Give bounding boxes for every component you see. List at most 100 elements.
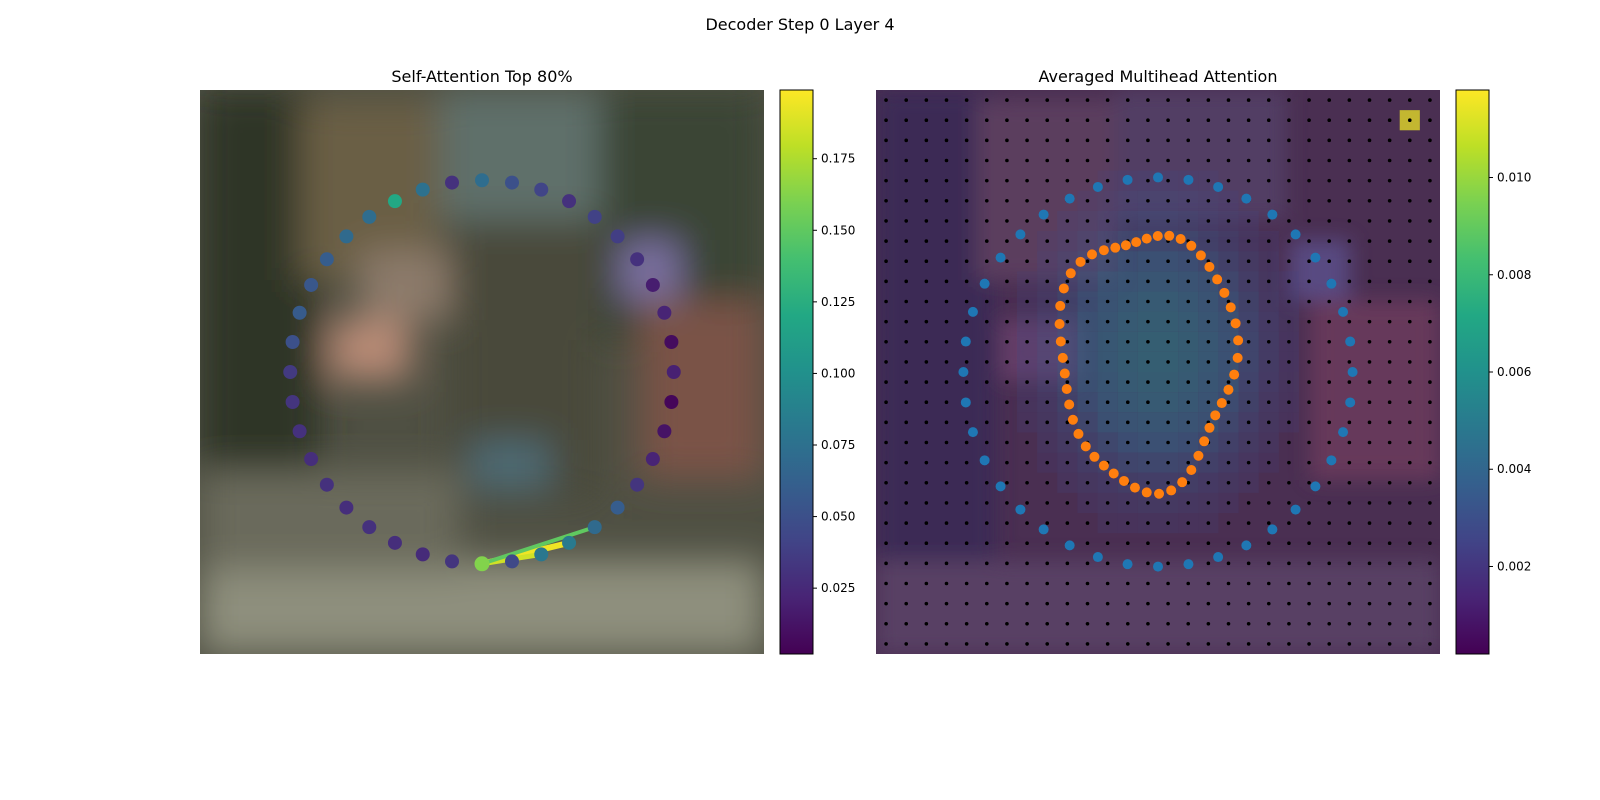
grid-dot	[1005, 360, 1009, 364]
orange-ring-point	[1065, 268, 1076, 279]
grid-dot	[1065, 460, 1070, 465]
grid-dot	[944, 158, 949, 163]
grid-dot	[1347, 501, 1352, 505]
grid-dot	[1347, 158, 1352, 163]
grid-dot	[1246, 158, 1251, 163]
grid-dot	[1387, 400, 1392, 405]
grid-dot	[1367, 460, 1372, 465]
grid-dot	[1146, 279, 1150, 284]
grid-dot	[1428, 380, 1432, 384]
grid-dot	[1387, 601, 1392, 606]
left-colorbar-ticks: 0.025 0.050 0.075 0.100 0.125 0.150 0.175	[813, 152, 855, 595]
grid-dot	[1166, 158, 1170, 163]
grid-dot	[944, 581, 949, 586]
ring-point	[645, 277, 660, 292]
grid-dot	[1246, 299, 1251, 304]
ring-point	[415, 547, 430, 562]
grid-dot	[1146, 541, 1150, 546]
grid-dot	[924, 420, 929, 425]
blue-ring-point	[979, 455, 990, 466]
grid-dot	[904, 541, 909, 546]
grid-dot	[1025, 98, 1029, 102]
grid-dot	[1327, 118, 1332, 123]
grid-dot	[1125, 521, 1130, 525]
grid-dot	[944, 460, 949, 465]
grid-dot	[944, 138, 949, 143]
grid-dot	[1226, 98, 1231, 102]
colorbar-tick-label: 0.002	[1497, 559, 1531, 573]
grid-dot	[1005, 480, 1009, 485]
grid-dot	[904, 158, 909, 163]
grid-dot	[1226, 420, 1231, 425]
grid-dot	[1186, 380, 1191, 384]
grid-dot	[1045, 339, 1050, 344]
grid-dot	[1206, 319, 1211, 324]
grid-dot	[1226, 601, 1231, 606]
grid-dot	[1186, 601, 1191, 606]
colorbar-tick-label: 0.100	[821, 366, 855, 380]
ring-point	[292, 305, 307, 320]
grid-dot	[1327, 501, 1332, 505]
grid-dot	[1307, 360, 1311, 364]
grid-dot	[1347, 480, 1352, 485]
grid-dot	[1407, 158, 1412, 163]
ring-point	[319, 477, 334, 492]
grid-dot	[1307, 581, 1311, 586]
grid-dot	[1246, 279, 1251, 284]
grid-dot	[1246, 521, 1251, 525]
grid-dot	[1327, 400, 1332, 405]
grid-dot	[1367, 178, 1372, 183]
grid-dot	[1125, 420, 1130, 425]
grid-dot	[1005, 501, 1009, 505]
grid-dot	[1327, 138, 1332, 143]
orange-ring-point	[1193, 450, 1204, 461]
grid-dot	[1367, 521, 1372, 525]
grid-dot	[1246, 239, 1251, 243]
grid-dot	[1005, 259, 1009, 264]
grid-dot	[1085, 521, 1090, 525]
grid-dot	[1226, 480, 1231, 485]
grid-dot	[1287, 339, 1291, 344]
grid-dot	[904, 299, 909, 304]
blue-ring-point	[1345, 397, 1356, 408]
grid-dot	[1025, 178, 1029, 183]
grid-dot	[1226, 339, 1231, 344]
ring-point	[283, 365, 298, 379]
grid-dot	[1166, 460, 1170, 465]
grid-dot	[1428, 460, 1432, 465]
grid-dot	[1266, 601, 1271, 606]
blue-ring-point	[1310, 481, 1321, 492]
grid-dot	[1166, 319, 1170, 324]
grid-dot	[1186, 621, 1191, 626]
ring-point	[664, 335, 679, 350]
grid-dot	[1005, 621, 1009, 626]
grid-dot	[1327, 178, 1332, 183]
grid-dot	[1407, 279, 1412, 284]
grid-dot	[1226, 642, 1231, 646]
grid-dot	[1347, 279, 1352, 284]
ring-point	[657, 305, 672, 320]
grid-dot	[1307, 601, 1311, 606]
orange-ring-point	[1210, 410, 1221, 421]
orange-ring-point	[1212, 274, 1223, 285]
grid-dot	[1125, 460, 1130, 465]
right-colorbar-ticks: 0.002 0.004 0.006 0.008 0.010	[1489, 171, 1531, 573]
grid-dot	[1105, 480, 1110, 485]
grid-dot	[944, 98, 949, 102]
grid-dot	[1246, 380, 1251, 384]
grid-dot	[1005, 420, 1009, 425]
grid-dot	[1105, 561, 1110, 566]
grid-dot	[1025, 319, 1029, 324]
grid-dot	[924, 360, 929, 364]
grid-dot	[1407, 239, 1412, 243]
grid-dot	[1307, 561, 1311, 566]
grid-dot	[1307, 239, 1311, 243]
grid-dot	[964, 480, 969, 485]
orange-ring-point	[1059, 368, 1070, 379]
grid-dot	[1327, 198, 1332, 203]
grid-dot	[1226, 299, 1231, 304]
grid-dot	[1367, 299, 1372, 304]
blue-ring-point	[958, 367, 969, 377]
grid-dot	[1105, 339, 1110, 344]
grid-dot	[1125, 98, 1130, 102]
